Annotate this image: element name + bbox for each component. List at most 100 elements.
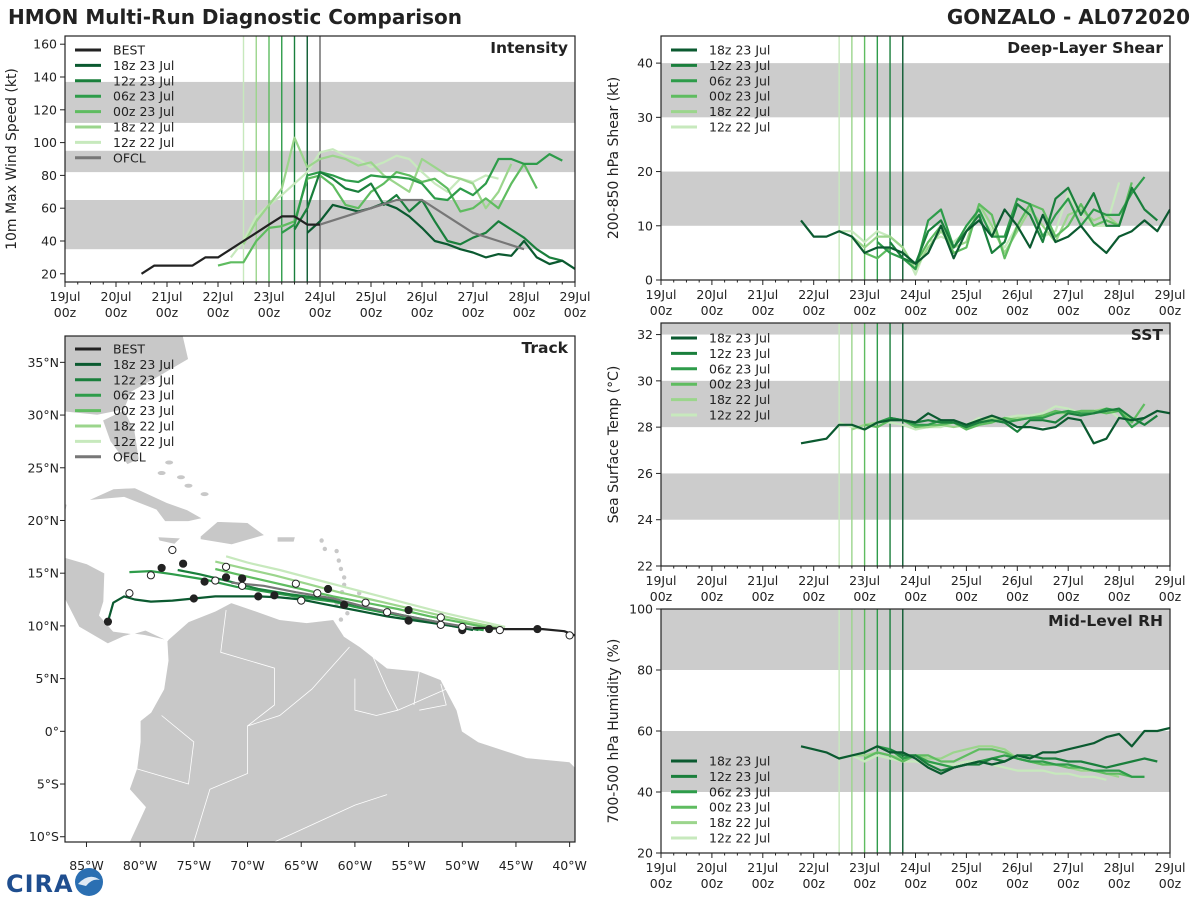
x-tick-sub: 00z xyxy=(1108,589,1131,604)
track-position-marker xyxy=(313,589,322,598)
legend-label: 12z 23 Jul xyxy=(709,346,770,361)
track-position-marker xyxy=(168,545,177,555)
x-tick-sub: 00z xyxy=(1108,876,1131,891)
x-tick-label: 26Jul xyxy=(407,289,438,304)
legend-label: 18z 22 Jul xyxy=(113,120,174,135)
series-line-r06z23 xyxy=(877,745,1145,778)
track-position-marker xyxy=(179,559,188,568)
band xyxy=(661,609,1170,670)
panel-title: Intensity xyxy=(490,39,568,57)
country-border xyxy=(370,652,399,711)
legend-label: 18z 22 Jul xyxy=(709,104,770,119)
track-line-r00z23 xyxy=(215,567,495,631)
x-tick-sub: 00z xyxy=(955,589,978,604)
legend-label: 12z 22 Jul xyxy=(113,434,174,449)
country-border xyxy=(413,671,420,706)
series-line-r18z23 xyxy=(800,208,1170,265)
legend-label: 12z 23 Jul xyxy=(113,73,174,88)
land-antilles-island xyxy=(338,617,344,622)
legend-label: OFCL xyxy=(113,150,146,165)
x-tick-label: 24Jul xyxy=(900,860,931,875)
y-tick-label: 100 xyxy=(629,602,653,617)
panel-title: Mid-Level RH xyxy=(1048,612,1163,630)
land-cuba xyxy=(87,487,204,522)
lat-tick-label: 20°N xyxy=(27,513,59,528)
series-line-r00z23 xyxy=(217,162,538,267)
plot-area xyxy=(661,36,1170,280)
x-tick-label: 24Jul xyxy=(305,289,336,304)
x-tick-label: 28Jul xyxy=(1104,860,1135,875)
track-position-marker xyxy=(238,574,247,583)
lat-tick-label: 15°N xyxy=(27,566,59,581)
plot-area xyxy=(661,323,1170,566)
track-position-marker xyxy=(221,562,231,571)
y-tick-label: 160 xyxy=(33,37,57,52)
x-tick-sub: 00z xyxy=(904,303,927,318)
x-tick-sub: 00z xyxy=(1159,876,1182,891)
x-tick-label: 27Jul xyxy=(1053,573,1084,588)
x-tick-label: 25Jul xyxy=(951,860,982,875)
track-position-marker xyxy=(436,613,445,622)
lat-tick-label: 5°S xyxy=(37,777,59,792)
land-south-america xyxy=(128,602,575,842)
x-tick-sub: 00z xyxy=(701,876,724,891)
land-puerto-rico xyxy=(277,537,295,542)
track-position-marker xyxy=(323,584,333,594)
x-tick-sub: 00z xyxy=(955,303,978,318)
x-tick-label: 22Jul xyxy=(203,289,234,304)
x-tick-sub: 00z xyxy=(802,589,825,604)
x-tick-sub: 00z xyxy=(1057,876,1080,891)
land-bahamas-island xyxy=(200,492,209,497)
track-position-marker xyxy=(189,594,198,603)
rh-panel: 19Jul00z20Jul00z21Jul00z22Jul00z23Jul00z… xyxy=(606,602,1186,892)
land-antilles-island xyxy=(338,566,344,572)
x-tick-sub: 00z xyxy=(1006,876,1029,891)
legend-label: 06z 23 Jul xyxy=(709,784,770,799)
legend-label: 06z 23 Jul xyxy=(709,361,770,376)
lat-tick-label: 10°N xyxy=(27,618,59,633)
x-tick-label: 29Jul xyxy=(1155,860,1186,875)
country-border xyxy=(220,610,275,727)
x-tick-label: 22Jul xyxy=(798,287,829,302)
y-tick-label: 60 xyxy=(637,724,653,739)
track-position-marker xyxy=(221,573,231,582)
legend-label: 18z 22 Jul xyxy=(709,815,770,830)
y-tick-label: 30 xyxy=(637,373,653,388)
x-tick-sub: 00z xyxy=(853,589,876,604)
land-antilles-island xyxy=(345,611,350,616)
lat-tick-label: 25°N xyxy=(27,460,59,475)
x-tick-sub: 00z xyxy=(1159,589,1182,604)
x-tick-sub: 00z xyxy=(462,305,485,320)
logo-swirl-icon xyxy=(78,876,100,886)
x-tick-sub: 00z xyxy=(955,876,978,891)
track-position-marker xyxy=(436,620,445,629)
x-tick-sub: 00z xyxy=(904,589,927,604)
land-antilles-island xyxy=(319,538,324,543)
x-tick-sub: 00z xyxy=(258,305,281,320)
land-antilles-island xyxy=(334,548,339,554)
y-tick-label: 40 xyxy=(41,234,57,249)
x-tick-label: 19Jul xyxy=(50,289,81,304)
y-tick-label: 20 xyxy=(41,266,57,281)
legend-label: 12z 23 Jul xyxy=(709,58,770,73)
x-tick-sub: 00z xyxy=(1057,589,1080,604)
track-position-marker xyxy=(383,608,392,617)
shear-panel: 19Jul00z20Jul00z21Jul00z22Jul00z23Jul00z… xyxy=(606,35,1186,318)
y-tick-label: 26 xyxy=(637,466,653,481)
x-tick-sub: 00z xyxy=(752,876,775,891)
x-tick-label: 25Jul xyxy=(356,289,387,304)
series-line-r18z22 xyxy=(242,136,513,245)
x-tick-sub: 00z xyxy=(853,876,876,891)
y-tick-label: 32 xyxy=(637,327,653,342)
band xyxy=(661,171,1170,226)
x-tick-label: 24Jul xyxy=(900,287,931,302)
track-position-marker xyxy=(485,624,494,634)
plot-area xyxy=(661,609,1170,853)
x-tick-label: 21Jul xyxy=(747,860,778,875)
land-florida xyxy=(102,409,140,466)
lon-tick-label: 80°W xyxy=(123,858,158,873)
legend-label: 18z 23 Jul xyxy=(709,331,770,346)
